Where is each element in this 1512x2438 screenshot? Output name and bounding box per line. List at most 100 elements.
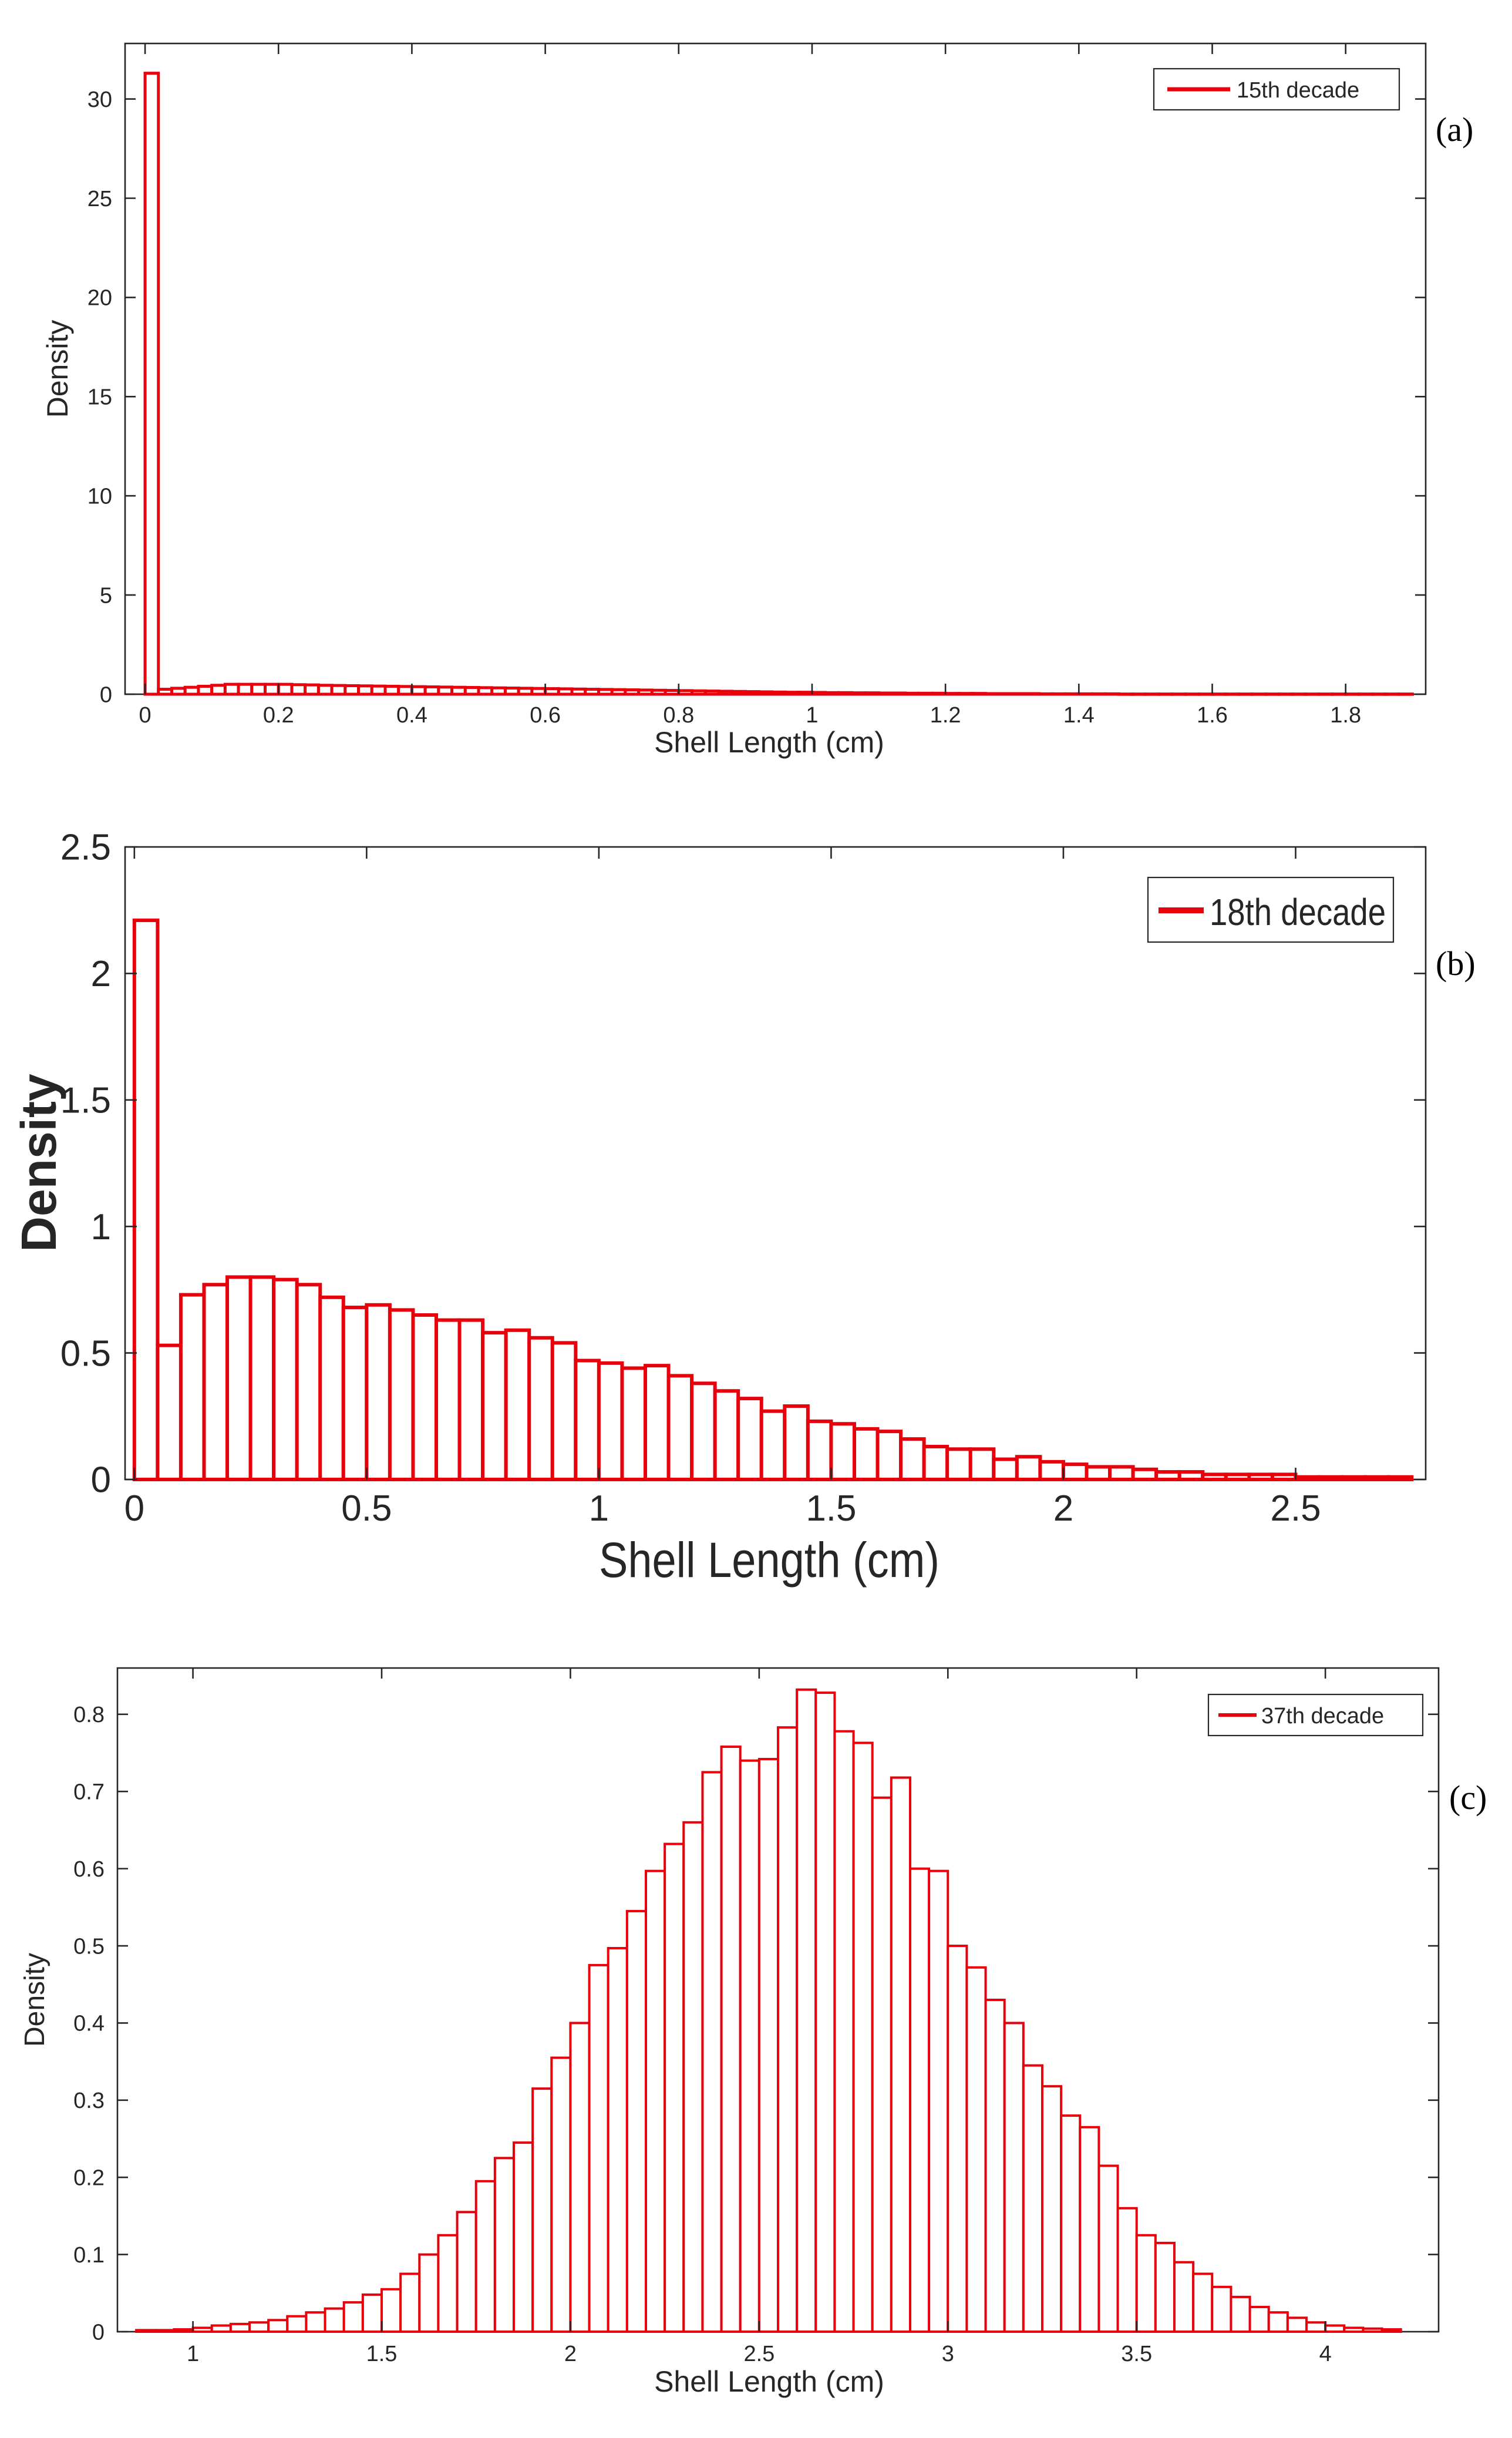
histogram-bar <box>1386 1475 1414 1481</box>
histogram-bar <box>191 2326 213 2333</box>
histogram-bar <box>930 691 947 696</box>
y-tick-label: 20 <box>87 286 112 311</box>
histogram-bar <box>784 691 800 696</box>
histogram-bar <box>210 684 227 696</box>
histogram-bar <box>890 1776 912 2333</box>
histogram-bar <box>574 1358 601 1481</box>
histogram-bar <box>1177 1470 1205 1481</box>
histogram-bar <box>437 685 454 696</box>
histogram-bar <box>864 691 881 696</box>
histogram-bar <box>324 2307 345 2333</box>
histogram-bar <box>717 690 734 696</box>
histogram-bar <box>437 2234 459 2333</box>
histogram-bar <box>1294 1475 1321 1481</box>
histogram-bar <box>597 688 614 696</box>
histogram-bar <box>1286 2316 1308 2333</box>
y-tick-label: 15 <box>87 385 112 410</box>
histogram-bar <box>1317 1475 1344 1481</box>
histogram-bar <box>1015 1455 1042 1482</box>
x-tick-label: 3 <box>942 2342 954 2366</box>
histogram-bar <box>544 687 560 696</box>
histogram-bar <box>248 2321 270 2333</box>
histogram-bar <box>1117 692 1134 696</box>
histogram-bar <box>620 1366 647 1481</box>
histogram-bar <box>1324 2324 1346 2333</box>
panel-label: (b) <box>1436 944 1476 983</box>
y-tick-label: 0 <box>100 682 112 707</box>
histogram-bar <box>183 685 200 696</box>
x-tick-label: 1.2 <box>930 703 961 728</box>
chart-panel-a: 0 0.2 0.4 0.6 0.8 1 1.2 1.4 1.6 1.8 0 5 10 15 20 25 30 1… <box>41 42 1473 759</box>
histogram-bars <box>143 72 1414 696</box>
x-tick-label: 0.4 <box>396 703 427 728</box>
x-tick-label: 0.2 <box>263 703 294 728</box>
y-tick-label: 0.8 <box>73 1703 105 1727</box>
histogram-bar <box>1357 692 1374 696</box>
axis-ticks: 0 0.5 1 1.5 2 2.5 0 0.5 1 1.5 2 2.5 <box>60 828 1426 1529</box>
histogram-bar <box>850 691 867 696</box>
histogram-bar <box>1264 692 1281 696</box>
histogram-bar <box>179 1293 206 1482</box>
x-tick-label: 0 <box>139 703 151 728</box>
x-tick-label: 4 <box>1319 2342 1332 2366</box>
histogram-bar <box>423 685 440 696</box>
histogram-bar <box>1248 2305 1270 2333</box>
histogram-bar <box>143 72 160 696</box>
histogram-bar <box>210 2324 232 2333</box>
histogram-bar <box>1224 1472 1251 1482</box>
histogram-bar <box>890 691 907 696</box>
histogram-bar <box>810 691 827 696</box>
histogram-bar <box>463 686 480 696</box>
y-tick-label: 2.5 <box>60 828 111 868</box>
histogram-bar <box>1192 2272 1214 2333</box>
histogram-bar <box>743 690 760 696</box>
histogram-bar <box>316 684 334 696</box>
x-tick-label: 2.5 <box>743 2342 774 2366</box>
histogram-bar <box>290 683 307 696</box>
legend-label: 18th decade <box>1210 891 1386 933</box>
histogram-bar <box>197 684 214 696</box>
x-tick-label: 2 <box>564 2342 577 2366</box>
y-tick-label: 0.7 <box>73 1780 105 1805</box>
x-tick-label: 1.5 <box>806 1488 856 1529</box>
legend-label: 15th decade <box>1237 78 1359 103</box>
histogram-bar <box>513 2141 534 2333</box>
histogram-bar <box>410 685 427 696</box>
y-axis-label: Density <box>11 1074 66 1252</box>
histogram-bar <box>1331 692 1348 696</box>
x-tick-label: 1.4 <box>1063 703 1095 728</box>
histogram-bar <box>829 1422 856 1482</box>
histogram-bar <box>968 1447 996 1481</box>
y-axis-label: Density <box>41 320 74 418</box>
y-tick-label: 0.5 <box>73 1934 105 1959</box>
histogram-bar <box>1340 1475 1368 1481</box>
histogram-bar <box>457 1318 485 1481</box>
histogram-bar <box>814 1692 836 2333</box>
legend-label: 37th decade <box>1261 1704 1384 1729</box>
histogram-bar <box>1344 692 1361 696</box>
histogram-bar <box>202 1283 230 1481</box>
histogram-bar <box>837 691 854 696</box>
histogram-bar <box>584 688 600 696</box>
histogram-bar <box>664 1842 685 2333</box>
histogram-bar <box>757 1758 780 2333</box>
histogram-bar <box>770 690 787 696</box>
histogram-bar <box>1270 1472 1298 1482</box>
histogram-bar <box>267 2319 289 2333</box>
histogram-bar <box>1130 692 1147 696</box>
y-tick-label: 0.1 <box>73 2243 105 2268</box>
histogram-bar <box>1384 692 1401 696</box>
y-tick-label: 25 <box>87 187 112 211</box>
panel-label: (c) <box>1449 1778 1487 1817</box>
x-tick-label: 1 <box>187 2342 199 2366</box>
histogram-bar <box>677 689 694 696</box>
y-tick-label: 0.2 <box>73 2166 105 2191</box>
x-axis-label: Shell Length (cm) <box>599 1532 939 1588</box>
histogram-bar <box>132 918 160 1481</box>
histogram-bar <box>1362 2327 1383 2333</box>
histogram-bar <box>682 1821 704 2333</box>
histogram-bar <box>664 689 681 696</box>
histogram-bar <box>871 1796 893 2333</box>
histogram-bar <box>490 686 507 696</box>
